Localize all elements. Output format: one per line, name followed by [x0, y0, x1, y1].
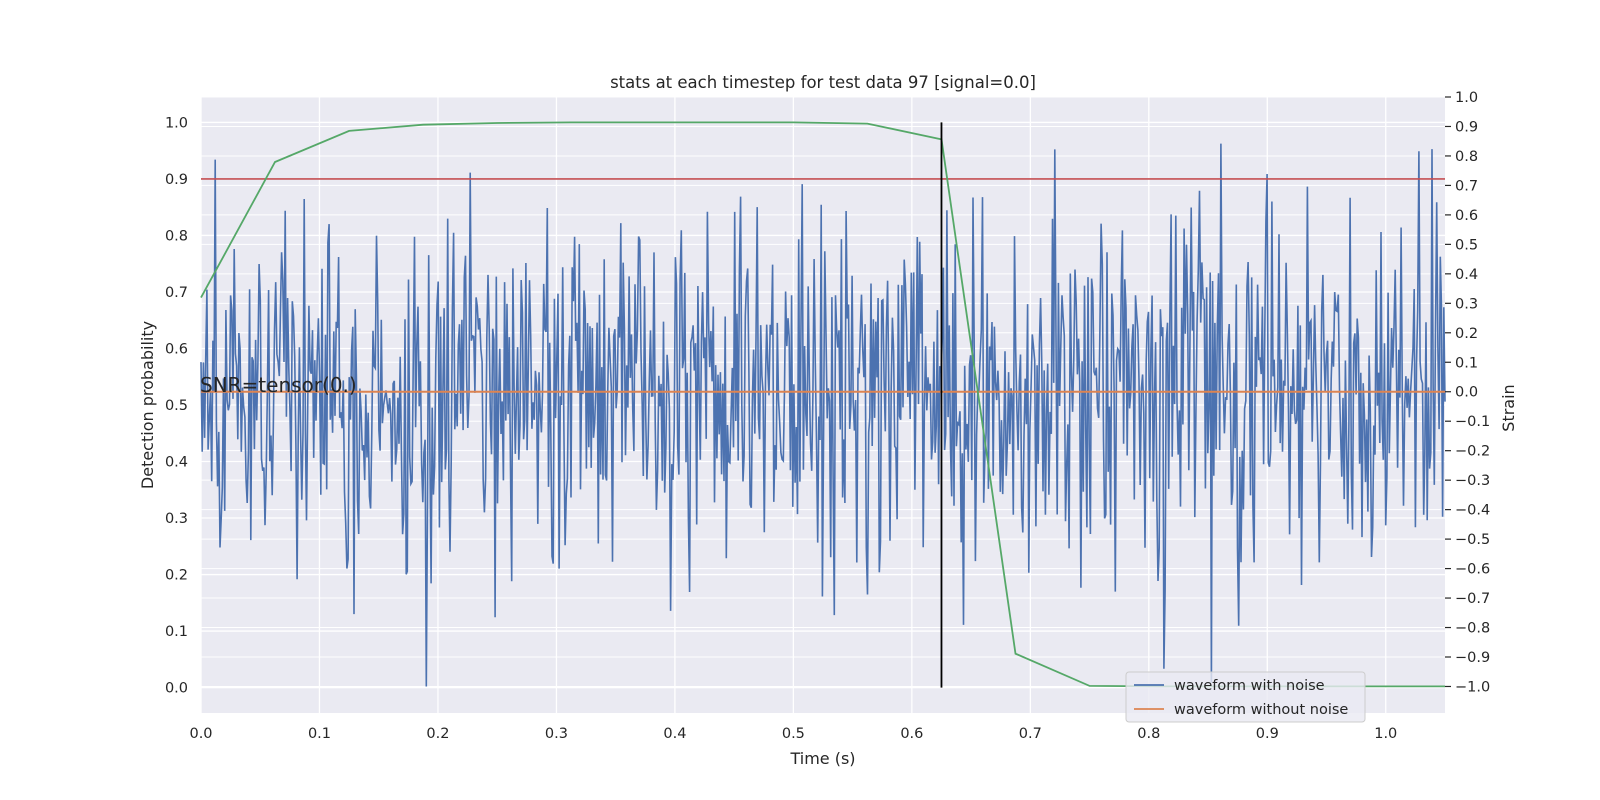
- y-left-axis-label: Detection probability: [138, 321, 157, 489]
- y-right-tick-label-13: 0.3: [1455, 296, 1478, 312]
- y-left-tick-label-7: 0.7: [165, 285, 188, 301]
- y-right-tick-label-6: −0.4: [1455, 503, 1490, 519]
- x-tick-label-8: 0.8: [1137, 726, 1160, 742]
- y-left-tick-label-6: 0.6: [165, 341, 188, 357]
- y-right-tick-label-15: 0.5: [1455, 237, 1478, 253]
- y-right-tick-label-20: 1.0: [1455, 90, 1478, 106]
- series-layer: [200, 121, 1446, 688]
- x-tick-label-10: 1.0: [1374, 726, 1397, 742]
- x-tick-label-2: 0.2: [426, 726, 449, 742]
- x-tick-label-9: 0.9: [1256, 726, 1279, 742]
- y-left-tick-label-3: 0.3: [165, 511, 188, 527]
- legend-box: [1125, 671, 1366, 723]
- y-left-tick-label-4: 0.4: [165, 455, 188, 471]
- y-right-tick-label-19: 0.9: [1455, 119, 1478, 135]
- y-left-tick-label-9: 0.9: [165, 172, 188, 188]
- y-right-tick-label-7: −0.3: [1455, 473, 1490, 489]
- y-left-tick-label-2: 0.2: [165, 568, 188, 584]
- x-tick-label-6: 0.6: [900, 726, 923, 742]
- y-right-tick-label-16: 0.6: [1455, 208, 1478, 224]
- y-right-tick-label-10: 0.0: [1455, 385, 1478, 401]
- x-tick-label-3: 0.3: [545, 726, 568, 742]
- snr-annotation: SNR=tensor(0.): [200, 373, 357, 397]
- y-right-tick-label-2: −0.8: [1455, 621, 1490, 637]
- y-right-tick-label-4: −0.6: [1455, 562, 1490, 578]
- x-axis-ticks: 0.0 0.1 0.2 0.3 0.4 0.5 0.6 0.7 0.8 0.9 1.0: [189, 726, 1397, 742]
- y-right-axis-ticks: −1.0 −0.9 −0.8 −0.7 −0.6 −0.5 −0.4 −0.3 −0.2 −0.1…: [1445, 90, 1490, 695]
- y-right-tick-label-18: 0.8: [1455, 149, 1478, 165]
- x-tick-label-7: 0.7: [1019, 726, 1042, 742]
- legend-label-noise: waveform with noise: [1174, 678, 1325, 694]
- y-right-tick-label-9: −0.1: [1455, 414, 1490, 430]
- y-right-tick-label-1: −0.9: [1455, 650, 1490, 666]
- x-tick-label-0: 0.0: [189, 726, 212, 742]
- y-left-axis-ticks: 0.0 0.1 0.2 0.3 0.4 0.5 0.6 0.7 0.8 0.9 1.0: [165, 115, 188, 696]
- y-right-tick-label-17: 0.7: [1455, 178, 1478, 194]
- y-left-tick-label-0: 0.0: [165, 681, 188, 697]
- x-tick-label-5: 0.5: [782, 726, 805, 742]
- y-left-tick-label-1: 0.1: [165, 624, 188, 640]
- x-tick-label-1: 0.1: [308, 726, 331, 742]
- y-right-tick-label-5: −0.5: [1455, 532, 1490, 548]
- y-right-tick-label-11: 0.1: [1455, 355, 1478, 371]
- x-tick-label-4: 0.4: [663, 726, 686, 742]
- y-right-tick-label-0: −1.0: [1455, 679, 1490, 695]
- chart-title: stats at each timestep for test data 97 …: [610, 73, 1036, 92]
- y-right-axis-label: Strain: [1499, 384, 1518, 431]
- y-left-tick-label-8: 0.8: [165, 228, 188, 244]
- y-left-tick-label-10: 1.0: [165, 115, 188, 131]
- series-waveform-with-noise: [200, 143, 1446, 687]
- y-right-tick-label-3: −0.7: [1455, 591, 1490, 607]
- y-right-tick-label-14: 0.4: [1455, 267, 1478, 283]
- legend: waveform with noise waveform without noi…: [1125, 671, 1366, 723]
- y-right-tick-label-12: 0.2: [1455, 326, 1478, 342]
- x-axis-label: Time (s): [789, 749, 855, 768]
- legend-label-clean: waveform without noise: [1174, 702, 1348, 718]
- y-left-tick-label-5: 0.5: [165, 398, 188, 414]
- y-right-tick-label-8: −0.2: [1455, 444, 1490, 460]
